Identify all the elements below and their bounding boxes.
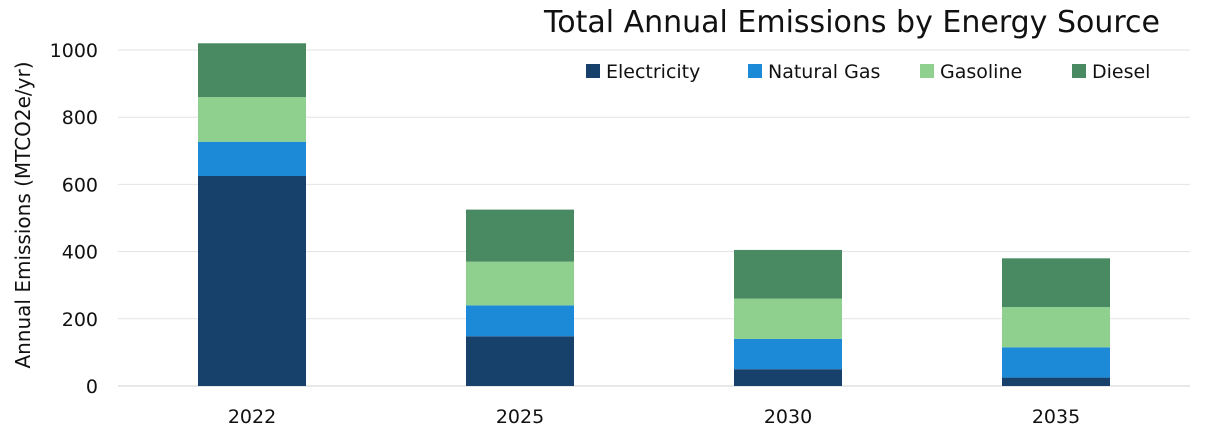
y-tick-label: 0 xyxy=(86,376,98,398)
bar-segment-natural-gas xyxy=(1002,347,1110,378)
y-tick-label: 200 xyxy=(62,309,98,331)
y-tick-label: 600 xyxy=(62,174,98,196)
legend: Electricity Natural Gas Gasoline Diesel xyxy=(586,61,1150,83)
x-tick-label: 2030 xyxy=(764,406,812,428)
y-axis-label: Annual Emissions (MTCO2e/yr) xyxy=(11,61,35,368)
legend-swatch xyxy=(920,64,934,78)
bar-segment-electricity xyxy=(198,176,306,386)
bar-segment-gasoline xyxy=(466,261,574,306)
chart-title: Total Annual Emissions by Energy Source xyxy=(543,5,1160,40)
legend-swatch xyxy=(748,64,762,78)
legend-label: Natural Gas xyxy=(768,61,880,83)
bars xyxy=(198,43,1110,386)
x-axis-ticks: 2022 2025 2030 2035 xyxy=(228,406,1080,428)
bar-segment-gasoline xyxy=(1002,307,1110,348)
y-tick-label: 1000 xyxy=(50,40,98,62)
legend-label: Diesel xyxy=(1092,61,1150,83)
y-axis-ticks: 0 200 400 600 800 1000 xyxy=(50,40,98,398)
bar-segment-natural-gas xyxy=(466,305,574,337)
bar-segment-natural-gas xyxy=(734,338,842,370)
bar-segment-diesel xyxy=(198,43,306,98)
x-tick-label: 2035 xyxy=(1032,406,1080,428)
legend-swatch xyxy=(586,64,600,78)
bar-segment-diesel xyxy=(1002,258,1110,308)
x-tick-label: 2025 xyxy=(496,406,544,428)
legend-swatch xyxy=(1072,64,1086,78)
bar-segment-electricity xyxy=(734,369,842,386)
y-tick-label: 400 xyxy=(62,242,98,264)
legend-label: Gasoline xyxy=(940,61,1022,83)
bar-segment-electricity xyxy=(1002,377,1110,386)
bar-segment-natural-gas xyxy=(198,141,306,176)
bar-segment-gasoline xyxy=(734,298,842,339)
y-tick-label: 800 xyxy=(62,107,98,129)
legend-label: Electricity xyxy=(606,61,700,83)
x-tick-label: 2022 xyxy=(228,406,276,428)
bar-segment-diesel xyxy=(734,249,842,299)
bar-segment-gasoline xyxy=(198,97,306,142)
bar-segment-diesel xyxy=(466,209,574,262)
bar-segment-electricity xyxy=(466,336,574,386)
